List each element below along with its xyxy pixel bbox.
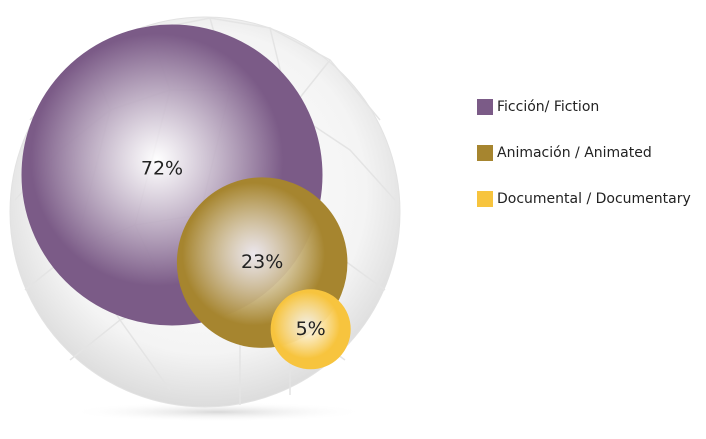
legend-label: Ficción/ Fiction [497,99,599,115]
legend-swatch [477,145,493,161]
legend-swatch [477,191,493,207]
bubble [270,289,351,370]
legend-label: Documental / Documentary [497,191,691,207]
legend-label: Animación / Animated [497,145,652,161]
value-label: 72% [141,158,183,180]
legend-swatch [477,99,493,115]
shadow [68,402,368,422]
value-label: 23% [241,251,283,273]
value-label: 5% [296,318,326,340]
